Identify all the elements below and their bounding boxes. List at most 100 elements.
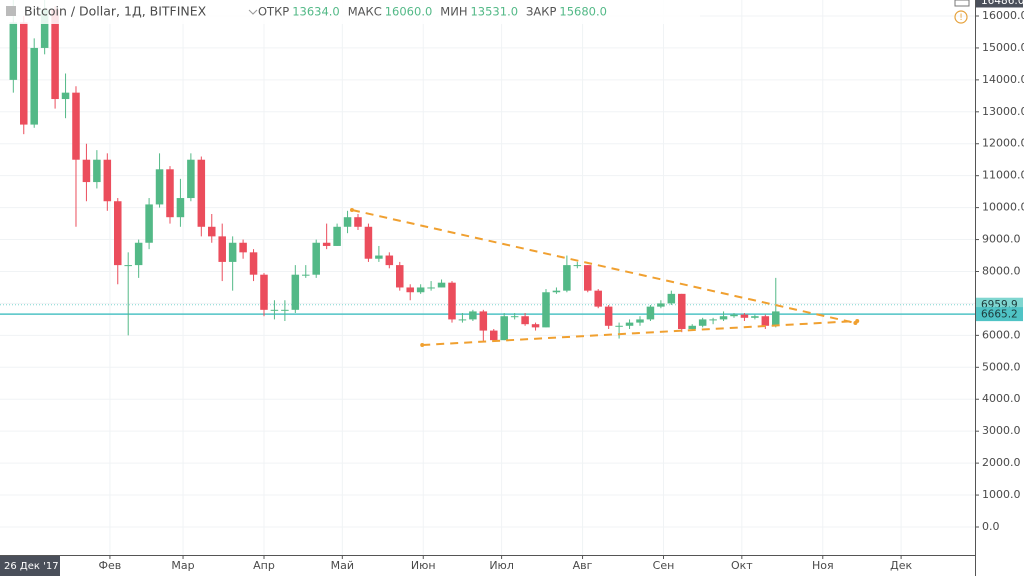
x-tick-label: Фев xyxy=(99,559,122,572)
candle-body xyxy=(218,236,226,262)
candle-body xyxy=(604,306,613,326)
symbol-icon[interactable] xyxy=(6,6,16,16)
y-tick-label: 10000.0 xyxy=(982,201,1024,214)
candle-body xyxy=(500,316,508,341)
candle-body xyxy=(114,201,122,266)
x-tick-label: Окт xyxy=(731,559,753,572)
y-tick-label: 11000.0 xyxy=(982,169,1024,182)
candle-body xyxy=(584,265,592,291)
candle-body xyxy=(20,22,28,125)
candle-body xyxy=(531,324,540,328)
header-bg xyxy=(0,0,700,24)
x-tick-label: Май xyxy=(331,559,354,572)
y-tick-label: 12000.0 xyxy=(982,137,1024,150)
candle-body xyxy=(30,47,38,125)
candle-body xyxy=(208,226,216,237)
candle-body xyxy=(249,252,258,275)
trendline-handle xyxy=(349,208,354,213)
candle-body xyxy=(176,198,185,218)
candle-body xyxy=(103,159,112,202)
candle-body xyxy=(636,319,644,323)
y-tick-label: 4000.0 xyxy=(982,392,1021,405)
candle-body xyxy=(51,9,59,100)
candle-body xyxy=(281,309,289,311)
crosshair-price-box xyxy=(976,0,1023,8)
candle-body xyxy=(9,22,18,80)
candle-body xyxy=(270,309,279,311)
x-tick-label: Мар xyxy=(171,559,194,572)
candle-body xyxy=(573,265,582,267)
x-tick-label: Апр xyxy=(253,559,275,572)
candle-body xyxy=(155,169,164,205)
candle-body xyxy=(563,265,571,291)
candle-body xyxy=(625,322,634,326)
candle-body xyxy=(406,287,414,293)
candle-body xyxy=(510,316,519,318)
candle-body xyxy=(291,274,300,310)
candle-body xyxy=(751,316,759,318)
y-tick-label: 13000.0 xyxy=(982,105,1024,118)
candle-body xyxy=(479,311,488,331)
x-tick-label: Июл xyxy=(489,559,514,572)
y-tick-label: 5000.0 xyxy=(982,360,1021,373)
candle-body xyxy=(458,319,467,321)
candle-body xyxy=(469,311,477,320)
candle-body xyxy=(343,217,352,227)
candle-body xyxy=(364,226,373,259)
candle-body xyxy=(552,290,561,293)
candle-body xyxy=(260,274,268,310)
y-tick-label: 2000.0 xyxy=(982,456,1021,469)
candle-body xyxy=(730,314,738,317)
candle-body xyxy=(740,314,749,318)
candle-body xyxy=(322,242,331,246)
candle-body xyxy=(166,169,174,218)
y-tick-label: 8000.0 xyxy=(982,264,1021,277)
candle-body xyxy=(302,274,310,276)
y-tick-label: 6000.0 xyxy=(982,328,1021,341)
candle-body xyxy=(521,316,529,325)
candle-body xyxy=(698,319,707,326)
price-label: 6665.2 xyxy=(981,309,1018,321)
candle-body xyxy=(239,242,247,253)
crosshair-time-box xyxy=(0,556,60,576)
alert-icon[interactable] xyxy=(954,10,968,24)
candle-body xyxy=(719,316,728,320)
y-tick-label: 1000.0 xyxy=(982,488,1021,501)
candle-body xyxy=(82,159,91,183)
ohlc-value: 13634.0 xyxy=(292,5,340,19)
dropdown-icon[interactable] xyxy=(248,9,258,15)
candle-body xyxy=(615,325,623,327)
candle-body xyxy=(657,303,665,307)
candle-body xyxy=(427,287,435,289)
ohlc-label: МИН xyxy=(440,5,467,19)
candle-body xyxy=(124,265,132,267)
candle-body xyxy=(448,282,456,320)
ohlc-value: 15680.0 xyxy=(559,5,607,19)
candle-body xyxy=(772,311,780,326)
candle-body xyxy=(187,159,195,199)
trendline xyxy=(351,209,856,324)
candle-body xyxy=(61,92,70,100)
candle-body xyxy=(594,290,602,307)
ohlc-legend: ОТКР 13634.0 МАКС 16060.0 МИН 13531.0 ЗАКР 1568… xyxy=(258,5,607,19)
ohlc-label: МАКС xyxy=(348,5,382,19)
candle-body xyxy=(93,159,101,183)
plot-area xyxy=(0,0,975,348)
trendline-handle xyxy=(420,343,425,348)
candle-body xyxy=(396,265,404,288)
candle-body xyxy=(761,316,770,326)
candle-body xyxy=(490,330,498,341)
candle-body xyxy=(312,242,320,275)
y-tick-label: 9000.0 xyxy=(982,233,1021,246)
candle-body xyxy=(437,282,446,288)
candle-body xyxy=(354,217,362,227)
x-tick-label: Ноя xyxy=(812,559,834,572)
candle-body xyxy=(197,159,206,227)
y-tick-label: 0.0 xyxy=(982,520,1000,533)
x-tick-label: Авг xyxy=(573,559,593,572)
candle-body xyxy=(709,319,717,321)
add-icon[interactable] xyxy=(954,0,970,7)
candle-body xyxy=(134,242,143,266)
